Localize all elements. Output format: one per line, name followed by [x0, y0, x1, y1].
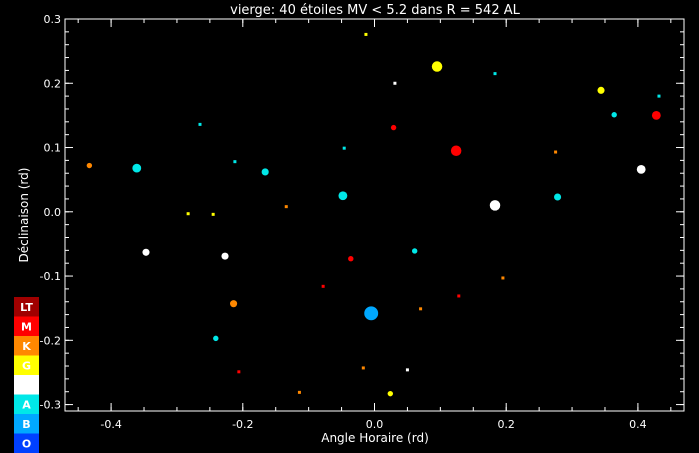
star-point [390, 124, 397, 131]
star-point [342, 146, 346, 150]
legend-swatch [14, 355, 39, 375]
x-tick-label: -0.4 [100, 418, 121, 431]
star-point [450, 145, 462, 156]
legend-swatch [14, 316, 39, 336]
star-point [261, 168, 269, 176]
star-point [554, 193, 562, 201]
legend-swatch [14, 336, 39, 356]
star-point [297, 390, 301, 394]
chart-title: vierge: 40 étoiles MV < 5.2 dans R = 542… [230, 3, 520, 18]
star-point [597, 86, 605, 94]
star-points [86, 32, 661, 397]
star-point [284, 205, 288, 209]
y-axis: -0.3 -0.2 -0.1 0.0 0.1 0.2 0.3 [40, 13, 684, 412]
x-tick-label: -0.2 [232, 418, 253, 431]
legend-label: K [22, 340, 31, 353]
star-point [636, 164, 646, 174]
plot-border [64, 18, 685, 412]
star-point [186, 212, 190, 216]
y-tick-label: 0.1 [44, 142, 62, 155]
y-axis-label: Déclinaison (rd) [17, 168, 31, 263]
legend-label: LT [20, 301, 33, 314]
star-point [651, 110, 661, 120]
star-point [198, 122, 202, 126]
star-point [86, 162, 93, 169]
y-tick-label: 0.0 [44, 206, 62, 219]
star-point [321, 284, 325, 288]
legend-swatch [14, 433, 39, 453]
star-point [419, 307, 423, 311]
legend-swatch [14, 297, 39, 317]
legend-label: M [21, 320, 32, 333]
x-axis: -0.4 -0.2 0.0 0.2 0.4 [77, 19, 672, 431]
legend-label: O [22, 437, 31, 450]
star-point [132, 163, 142, 173]
star-point [493, 72, 497, 76]
star-point [211, 212, 215, 216]
star-point [364, 32, 368, 36]
y-tick-label: -0.3 [40, 399, 61, 412]
star-point [364, 306, 379, 321]
star-point [657, 94, 661, 98]
x-tick-label: 0.4 [629, 418, 647, 431]
star-point [405, 368, 409, 372]
star-point [361, 366, 365, 370]
legend-label: G [22, 359, 31, 372]
legend-label: FO [18, 379, 35, 392]
legend-swatch [14, 394, 39, 414]
star-point [142, 248, 150, 256]
star-point [501, 276, 505, 280]
y-tick-label: 0.3 [44, 13, 62, 26]
star-point [233, 160, 237, 164]
x-tick-label: 0.0 [366, 418, 384, 431]
star-point [393, 81, 397, 85]
star-point [387, 390, 394, 397]
star-point [237, 370, 241, 374]
x-axis-label: Angle Horaire (rd) [321, 431, 429, 445]
legend-swatch [14, 414, 39, 434]
legend-label: A [22, 398, 31, 411]
x-tick-label: 0.2 [497, 418, 515, 431]
plot-frame [64, 18, 685, 412]
y-tick-label: -0.1 [40, 270, 61, 283]
star-point [221, 252, 229, 260]
star-point [457, 294, 461, 298]
star-point [554, 150, 558, 154]
legend-label: B [22, 418, 30, 431]
star-point [230, 300, 238, 308]
y-tick-label: 0.2 [44, 77, 62, 90]
star-point [338, 191, 348, 201]
legend-swatch [14, 375, 39, 395]
y-tick-label: -0.2 [40, 334, 61, 347]
star-point [489, 200, 501, 211]
star-point [348, 255, 354, 262]
star-point [611, 112, 617, 118]
star-point [431, 61, 443, 72]
star-point [213, 335, 219, 342]
spectral-class-legend: LT MKG FO ABO [14, 297, 39, 453]
star-point [411, 248, 418, 254]
